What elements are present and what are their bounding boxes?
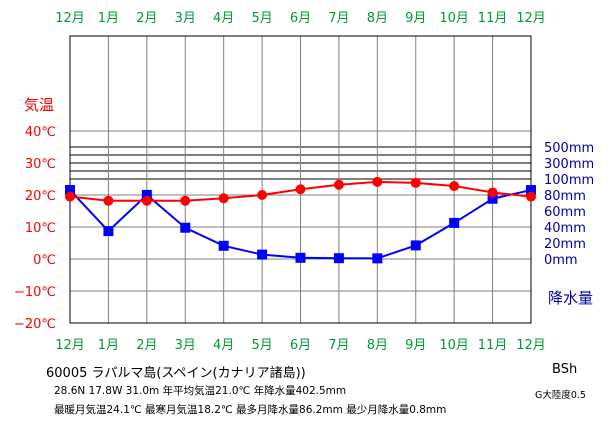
temperature-point — [487, 187, 498, 198]
precipitation-point — [218, 240, 229, 251]
temperature-axis-label: 気温 — [24, 96, 54, 114]
bottom-month-label: 2月 — [136, 338, 157, 353]
precipitation-tick-label: 60mm — [544, 205, 586, 220]
top-month-label: 3月 — [175, 11, 196, 26]
bottom-month-label: 3月 — [175, 338, 196, 353]
temperature-tick-label: −20℃ — [14, 317, 56, 332]
precipitation-tick-label: 500mm — [544, 141, 594, 156]
temperature-point — [333, 179, 344, 190]
temperature-point — [449, 181, 460, 192]
precipitation-tick-label: 300mm — [544, 157, 594, 172]
temperature-point — [295, 184, 306, 195]
temperature-point — [410, 177, 421, 188]
bottom-month-label: 10月 — [439, 338, 469, 353]
precipitation-point — [333, 253, 344, 264]
top-month-label: 5月 — [251, 11, 272, 26]
top-month-label: 4月 — [213, 11, 234, 26]
top-month-label: 7月 — [328, 11, 349, 26]
top-month-label: 9月 — [405, 11, 426, 26]
top-month-label: 8月 — [367, 11, 388, 26]
station-title: 60005 ラパルマ島(スペイン(カナリア諸島)) — [46, 366, 306, 381]
precipitation-tick-label: 80mm — [544, 189, 586, 204]
temperature-tick-label: 10℃ — [25, 221, 56, 236]
temperature-tick-label: 0℃ — [33, 253, 56, 268]
precipitation-point — [257, 249, 268, 260]
bottom-month-label: 5月 — [251, 338, 272, 353]
bottom-month-label: 4月 — [213, 338, 234, 353]
precipitation-point — [372, 253, 383, 264]
precipitation-tick-label: 0mm — [544, 253, 578, 268]
temperature-point — [257, 190, 268, 200]
top-month-label: 12月 — [55, 11, 85, 26]
bottom-month-label: 6月 — [290, 338, 311, 353]
station-stats-line2: 最暖月気温24.1℃ 最寒月気温18.2℃ 最多月降水量86.2mm 最少月降水… — [54, 404, 447, 416]
precipitation-point — [103, 226, 114, 237]
bottom-month-label: 9月 — [405, 338, 426, 353]
top-month-label: 12月 — [516, 11, 546, 26]
station-stats-line1: 28.6N 17.8W 31.0m 年平均気温21.0℃ 年降水量402.5mm — [54, 385, 347, 397]
precipitation-point — [410, 240, 421, 251]
precipitation-tick-label: 40mm — [544, 221, 586, 236]
top-month-label: 11月 — [478, 11, 508, 26]
temperature-point — [65, 191, 75, 202]
plot-frame — [69, 35, 532, 324]
temperature-tick-label: 40℃ — [25, 125, 56, 140]
plot-border — [69, 35, 532, 324]
climate-classification: BSh — [552, 362, 578, 377]
precipitation-point — [141, 189, 152, 200]
temperature-point — [103, 195, 114, 206]
temperature-tick-label: −10℃ — [14, 285, 56, 300]
vertical-gridlines — [107, 36, 494, 323]
precipitation-point — [295, 252, 306, 263]
precipitation-series — [65, 185, 536, 264]
bottom-month-label: 11月 — [478, 338, 508, 353]
precipitation-point — [449, 217, 460, 228]
temperature-series — [65, 176, 536, 206]
bottom-month-labels: 12月 1月 2月 3月 4月 5月 6月 7月 8月 9月 10月 11月 12月 — [55, 338, 546, 353]
temperature-tick-label: 30℃ — [25, 157, 56, 172]
precipitation-point — [180, 222, 191, 233]
temperature-point — [372, 176, 383, 187]
bottom-month-label: 7月 — [328, 338, 349, 353]
temperature-point — [526, 191, 536, 202]
top-month-labels: 12月 1月 2月 3月 4月 5月 6月 7月 8月 9月 10月 11月 12月 — [55, 11, 546, 26]
precipitation-point — [65, 185, 75, 196]
precipitation-point — [487, 193, 498, 204]
top-month-label: 1月 — [98, 11, 119, 26]
top-month-label: 2月 — [136, 11, 157, 26]
precipitation-axis-label: 降水量 — [548, 289, 593, 307]
bottom-month-label: 8月 — [367, 338, 388, 353]
top-month-label: 10月 — [439, 11, 469, 26]
continentality-index: G大陸度0.5 — [535, 390, 586, 401]
bottom-month-label: 12月 — [55, 338, 85, 353]
temperature-point — [141, 195, 152, 206]
temperature-tick-labels: 40℃ 30℃ 20℃ 10℃ 0℃ −10℃ −20℃ — [14, 125, 56, 332]
bottom-month-label: 1月 — [98, 338, 119, 353]
temperature-tick-label: 20℃ — [25, 189, 56, 204]
temperature-point — [218, 193, 229, 204]
bottom-month-label: 12月 — [516, 338, 546, 353]
precipitation-tick-label: 20mm — [544, 237, 586, 252]
precipitation-point — [526, 185, 536, 196]
precipitation-tick-label: 100mm — [544, 173, 594, 188]
climate-chart: 12月 1月 2月 3月 4月 5月 6月 7月 8月 9月 10月 11月 12月 12月 1月 2月 3月… — [14, 11, 594, 353]
top-month-label: 6月 — [290, 11, 311, 26]
temperature-point — [180, 195, 191, 206]
